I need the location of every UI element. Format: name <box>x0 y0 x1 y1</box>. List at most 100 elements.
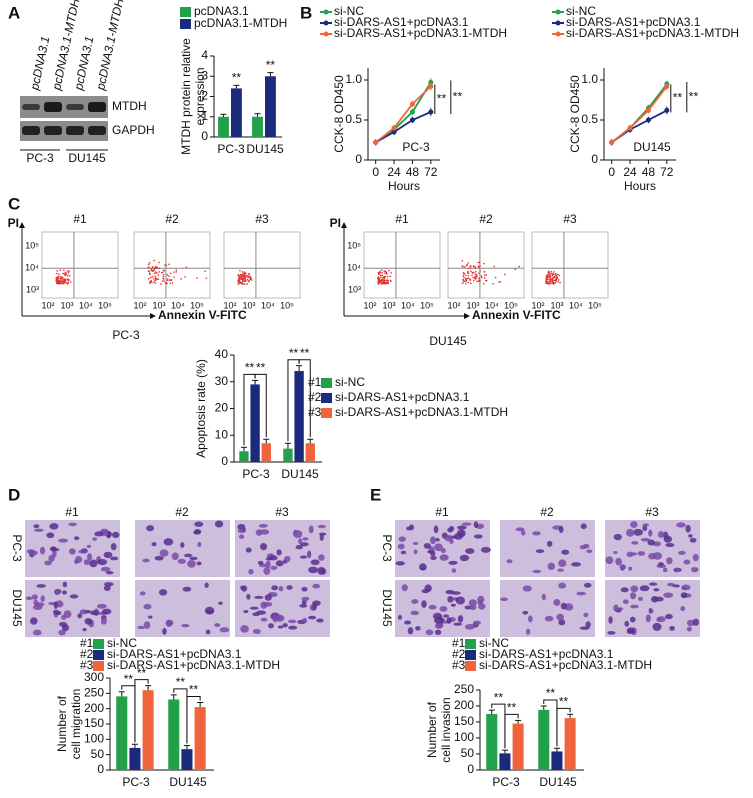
legend-swatch <box>323 31 329 37</box>
bar <box>283 448 293 462</box>
cell <box>77 613 83 619</box>
cell-dot <box>239 273 242 276</box>
cell-dot <box>58 277 60 279</box>
cell <box>447 527 454 533</box>
row-label: GAPDH <box>112 123 155 137</box>
cell <box>58 621 68 627</box>
cell <box>672 584 680 588</box>
lane-label: pcDNA3.1 <box>27 35 52 92</box>
legend-label: si-NC <box>334 4 364 18</box>
cell <box>302 537 309 541</box>
flow-tick: 10⁵ <box>190 300 204 310</box>
cell <box>265 557 273 561</box>
point <box>409 117 415 123</box>
y-tick-label: 0 <box>355 152 362 166</box>
significance: ** <box>689 89 699 103</box>
cell-dot <box>243 275 246 277</box>
cell <box>434 629 442 635</box>
cell-dot <box>469 265 471 268</box>
plot-title: #2 <box>479 212 493 226</box>
cell-dot <box>480 275 483 277</box>
legend-label: si-DARS-AS1+pcDNA3.1-MTDH <box>107 658 280 672</box>
legend-swatch <box>465 661 476 671</box>
y-tick-label: 1 <box>201 109 208 123</box>
legend-swatch <box>93 661 104 671</box>
cell-dot <box>58 273 60 275</box>
bracket <box>298 359 311 438</box>
cell <box>461 522 472 526</box>
axis-label: PI <box>330 216 341 230</box>
legend-tag: #2 <box>452 647 466 661</box>
x-tick-label: PC-3 <box>492 775 520 789</box>
cell-dot <box>59 279 62 281</box>
cell <box>477 595 485 604</box>
cell-dot <box>479 280 481 282</box>
cell <box>100 617 107 625</box>
cell <box>398 536 406 542</box>
cell-dot <box>461 265 463 267</box>
cell-dot <box>479 270 481 272</box>
cell-dot <box>154 277 157 280</box>
flow-plot <box>531 231 609 299</box>
flow-plot <box>133 231 211 299</box>
cell <box>680 606 686 612</box>
legend-label: pcDNA3.1 <box>194 4 249 18</box>
band <box>22 126 40 135</box>
cell <box>686 626 693 632</box>
cell <box>318 554 325 561</box>
plot-title: #3 <box>563 212 577 226</box>
legend-label: si-DARS-AS1+pcDNA3.1 <box>107 647 242 661</box>
cell <box>419 563 427 571</box>
panel-label: A <box>8 3 20 22</box>
point <box>409 109 415 115</box>
cell <box>87 553 93 561</box>
point <box>609 139 615 145</box>
significance: ** <box>232 71 242 85</box>
cell <box>613 533 622 541</box>
cell-dot <box>551 282 553 285</box>
cell <box>607 631 616 635</box>
axis-label: Annexin V-FITC <box>158 308 247 322</box>
legend-tag: #2 <box>308 390 322 404</box>
cell-dot <box>59 269 62 271</box>
cell <box>469 605 477 611</box>
image-title: #1 <box>65 505 79 519</box>
cell-dot <box>473 265 475 268</box>
cell-dot <box>173 276 175 278</box>
cell-dot <box>549 273 551 276</box>
cell <box>286 585 293 590</box>
cell-dot <box>56 282 58 285</box>
cell <box>547 562 556 571</box>
y-axis-label: Apoptosis rate (%) <box>194 359 208 458</box>
cell <box>298 538 303 545</box>
legend-label: si-DARS-AS1+pcDNA3.1-MTDH <box>566 26 739 40</box>
cell <box>86 544 92 548</box>
y-tick-label: 0 <box>591 152 598 166</box>
legend-label: si-DARS-AS1+pcDNA3.1-MTDH <box>334 26 507 40</box>
image-title: #2 <box>175 505 189 519</box>
flow-tick: 10³ <box>242 300 255 310</box>
cell-dot <box>64 281 66 284</box>
cell-dot <box>464 280 467 283</box>
axis-label: PI <box>8 216 19 230</box>
cell <box>264 594 272 601</box>
cell <box>308 566 319 574</box>
cell-dot <box>238 281 241 284</box>
cell-dot <box>161 271 164 274</box>
cell <box>576 591 587 596</box>
cell <box>633 528 643 536</box>
y-tick-label: 50 <box>91 747 105 761</box>
point <box>627 125 633 131</box>
cell <box>472 620 481 625</box>
point <box>428 83 434 89</box>
cell <box>177 558 186 564</box>
cell <box>260 617 268 622</box>
cell <box>256 610 267 615</box>
cell <box>647 539 655 546</box>
cell-dot <box>60 277 63 280</box>
cell <box>522 610 529 615</box>
cell <box>430 555 437 560</box>
cell <box>271 585 279 591</box>
cell-dot <box>147 263 150 266</box>
cell-dot <box>63 278 65 280</box>
